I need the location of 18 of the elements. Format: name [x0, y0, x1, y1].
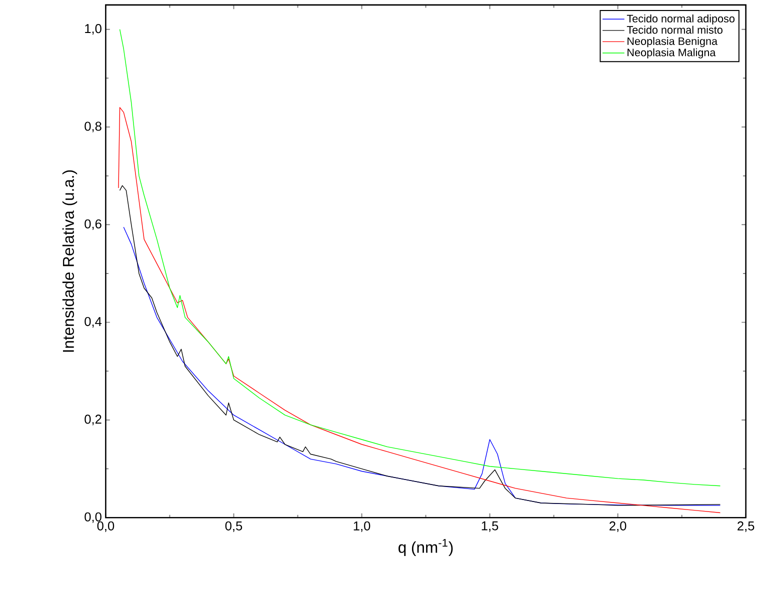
y-tick-label: 1,0: [85, 24, 102, 35]
legend-label: Tecido normal adiposo: [626, 14, 735, 25]
legend-label: Neoplasia Benigna: [628, 37, 718, 48]
x-tick-label: 0,0: [97, 522, 114, 532]
y-tick-label: 0,0: [84, 512, 102, 524]
y-tick-label: 0,6: [84, 220, 102, 230]
legend-label: Tecido normal misto: [626, 26, 722, 34]
x-axis-title: q (nm$^{-1}$): [398, 539, 453, 556]
y-tick-label: 0,4: [84, 317, 102, 328]
legend-label: Neoplasia Maligna: [628, 48, 716, 59]
y-tick-label: 0,2: [84, 414, 102, 426]
y-tick-label: 0,8: [84, 122, 102, 132]
x-tick-label: 2,5: [738, 522, 754, 532]
x-tick-label: 0,5: [225, 522, 242, 532]
x-tick-label: 1,0: [354, 522, 370, 532]
x-tick-label: 1,5: [482, 522, 498, 532]
x-tick-label: 2,0: [610, 522, 626, 532]
y-axis-title: Intensidade Relativa (u.a.): [62, 170, 78, 352]
